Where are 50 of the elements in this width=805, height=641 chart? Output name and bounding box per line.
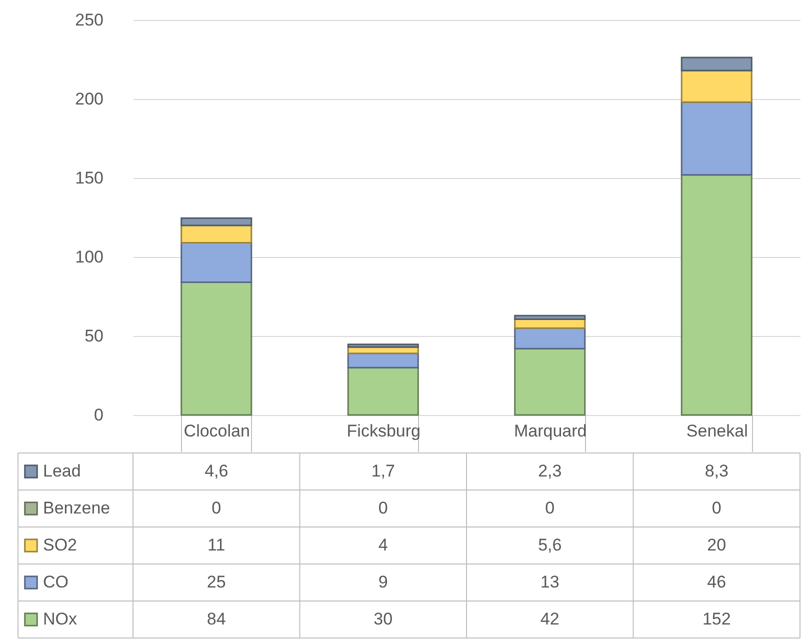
data-label: 0 [712,498,722,518]
data-label: 2,3 [538,462,562,480]
data-label: 20 [707,536,726,554]
x-tick-label: Ficksburg [346,422,420,440]
bar [514,348,586,416]
legend-label: SO2 [43,536,78,554]
data-label: 1,7 [371,462,395,480]
bar [680,56,752,72]
bar [347,352,419,368]
data-label: 84 [206,610,226,628]
bar [514,314,586,320]
bar [514,327,586,350]
bar [347,344,419,348]
legend-label: CO [43,572,68,592]
data-label: 25 [206,572,226,592]
legend-label: Benzene [43,498,110,518]
data-label: 0 [378,498,388,518]
x-tick-label: Clocolan [184,422,250,440]
y-tick-label: 50 [84,326,104,346]
data-label: 42 [540,610,560,628]
y-tick-label: 0 [94,406,104,424]
y-tick-label: 150 [75,168,104,188]
bar [180,282,252,416]
data-label: 9 [378,572,388,592]
bar [347,366,419,416]
data-label: 4,6 [204,462,228,480]
data-label: 46 [707,572,726,592]
bar [680,174,752,416]
bar [680,70,752,103]
x-tick-label: Marquard [514,422,587,440]
data-label: 5,6 [538,536,562,554]
data-label: 0 [212,498,222,518]
data-label: 8,3 [704,462,728,480]
y-tick-label: 100 [75,248,104,266]
y-tick-label: 200 [75,90,104,108]
bar [680,101,752,176]
legend-label: Lead [43,462,81,480]
data-label: 152 [702,610,731,628]
data-label: 30 [374,610,393,628]
bar [180,242,252,284]
data-label: 4 [378,536,388,554]
x-tick-label: Senekal [686,422,748,440]
data-label: 11 [208,536,226,554]
bar [180,224,252,244]
legend-label: NOx [43,610,78,628]
bar [514,318,586,329]
data-label: 0 [545,498,555,518]
bar [180,217,252,226]
y-tick-label: 250 [75,10,104,30]
data-label: 13 [540,572,560,592]
